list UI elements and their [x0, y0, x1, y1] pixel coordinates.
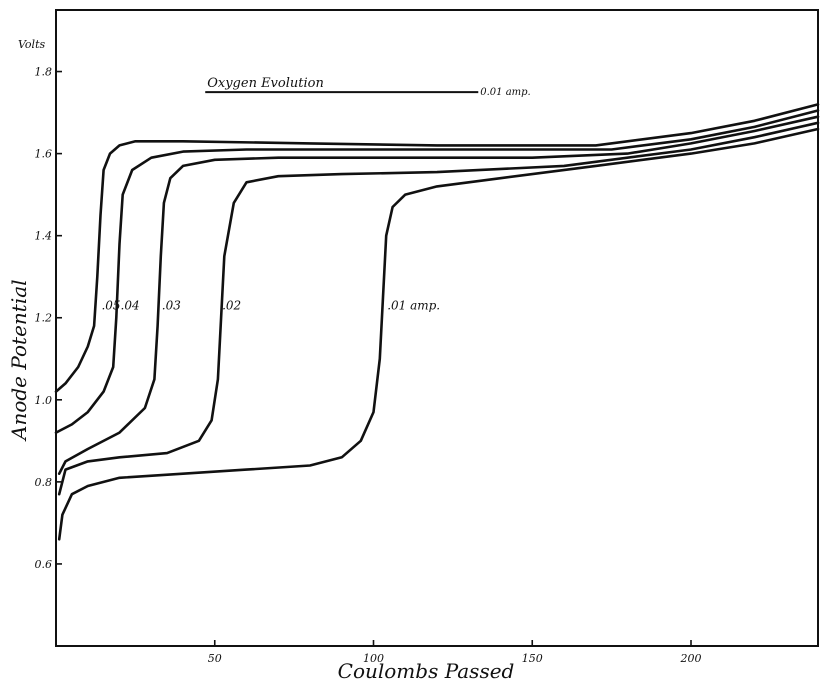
y-tick-label: 1.6: [35, 148, 53, 161]
plot-frame: [55, 9, 819, 647]
y-tick-label: 1.2: [35, 312, 53, 325]
oxygen-evolution-label: Oxygen Evolution: [207, 76, 324, 91]
curve-1: [54, 103, 820, 393]
x-tick-label: 150: [522, 652, 543, 665]
curve-2: [54, 109, 820, 434]
y-axis-ticks: 0.6 0.8 1.0 1.2 1.4 1.6 1.8: [35, 66, 62, 571]
curve-label-2: .04: [121, 298, 140, 312]
oxygen-evolution-annotation: Oxygen Evolution 0.01 amp.: [205, 76, 531, 98]
y-tick-label: 0.8: [35, 476, 53, 489]
x-tick-label: 200: [680, 652, 702, 665]
x-tick-label: 50: [208, 652, 222, 665]
curve-label-4: .02: [222, 298, 241, 312]
curve-5: [57, 127, 820, 541]
y-axis-title: Anode Potential: [7, 279, 31, 442]
x-axis-ticks: 50 100 150 200: [208, 640, 702, 665]
x-axis-title: Coulombs Passed: [338, 659, 515, 683]
x-tick-label: 100: [363, 652, 384, 665]
y-unit-label: Volts: [18, 38, 45, 51]
curve-label-5: .01 amp.: [387, 298, 440, 312]
y-tick-label: 1.8: [35, 66, 53, 79]
oxygen-evolution-current-label: 0.01 amp.: [480, 87, 530, 98]
curve-4: [57, 121, 820, 496]
y-tick-label: 1.4: [35, 230, 53, 243]
curve-label-3: .03: [162, 298, 181, 312]
curve-3: [57, 115, 820, 475]
y-tick-label: 1.0: [35, 394, 53, 407]
y-tick-label: 0.6: [35, 558, 53, 571]
curve-group: .05.04.03.02.01 amp.: [54, 103, 820, 541]
